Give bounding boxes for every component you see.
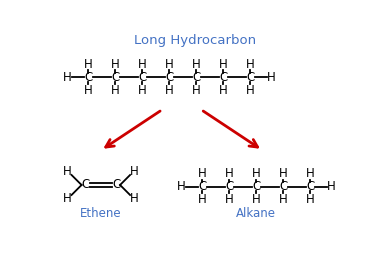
Text: H: H [165,84,174,97]
Text: C: C [279,180,287,193]
Text: H: H [192,58,201,70]
Text: H: H [246,84,255,97]
Text: H: H [267,71,276,84]
Text: H: H [111,58,120,70]
Text: C: C [219,71,227,84]
Text: H: H [252,167,261,180]
Text: H: H [63,71,72,84]
Text: C: C [252,180,260,193]
Text: Long Hydrocarbon: Long Hydrocarbon [134,34,256,47]
Text: H: H [225,167,234,180]
Text: H: H [63,164,72,178]
Text: C: C [198,180,207,193]
Text: H: H [225,193,234,206]
Text: H: H [84,84,93,97]
Text: H: H [219,84,228,97]
Text: H: H [279,193,288,206]
Text: H: H [177,180,186,193]
Text: H: H [130,164,138,178]
Text: C: C [225,180,234,193]
Text: H: H [84,58,93,70]
Text: H: H [165,58,174,70]
Text: C: C [112,179,120,192]
Text: H: H [138,84,147,97]
Text: H: H [219,58,228,70]
Text: H: H [111,84,120,97]
Text: H: H [327,180,336,193]
Text: H: H [198,167,207,180]
Text: H: H [198,193,207,206]
Text: Alkane: Alkane [236,207,276,220]
Text: H: H [306,167,315,180]
Text: H: H [130,192,138,205]
Text: C: C [165,71,173,84]
Text: H: H [138,58,147,70]
Text: Ethene: Ethene [80,207,122,220]
Text: H: H [252,193,261,206]
Text: H: H [63,192,72,205]
Text: C: C [81,179,90,192]
Text: H: H [279,167,288,180]
Text: H: H [306,193,315,206]
Text: C: C [306,180,314,193]
Text: C: C [111,71,120,84]
Text: C: C [246,71,254,84]
Text: C: C [84,71,93,84]
Text: C: C [192,71,200,84]
Text: H: H [246,58,255,70]
Text: C: C [138,71,147,84]
Text: H: H [192,84,201,97]
